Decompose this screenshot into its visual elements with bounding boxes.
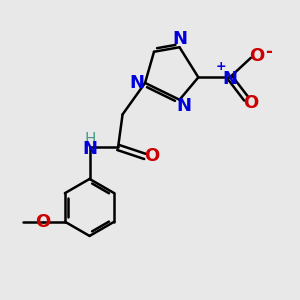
Text: N: N [222, 70, 237, 88]
Text: N: N [172, 30, 187, 48]
Text: +: + [215, 60, 226, 73]
Text: H: H [84, 131, 96, 146]
Text: O: O [35, 213, 50, 231]
Text: O: O [249, 47, 265, 65]
Text: O: O [243, 94, 259, 112]
Text: N: N [82, 140, 97, 158]
Text: N: N [129, 74, 144, 92]
Text: -: - [265, 44, 272, 62]
Text: N: N [176, 97, 191, 115]
Text: O: O [144, 147, 159, 165]
